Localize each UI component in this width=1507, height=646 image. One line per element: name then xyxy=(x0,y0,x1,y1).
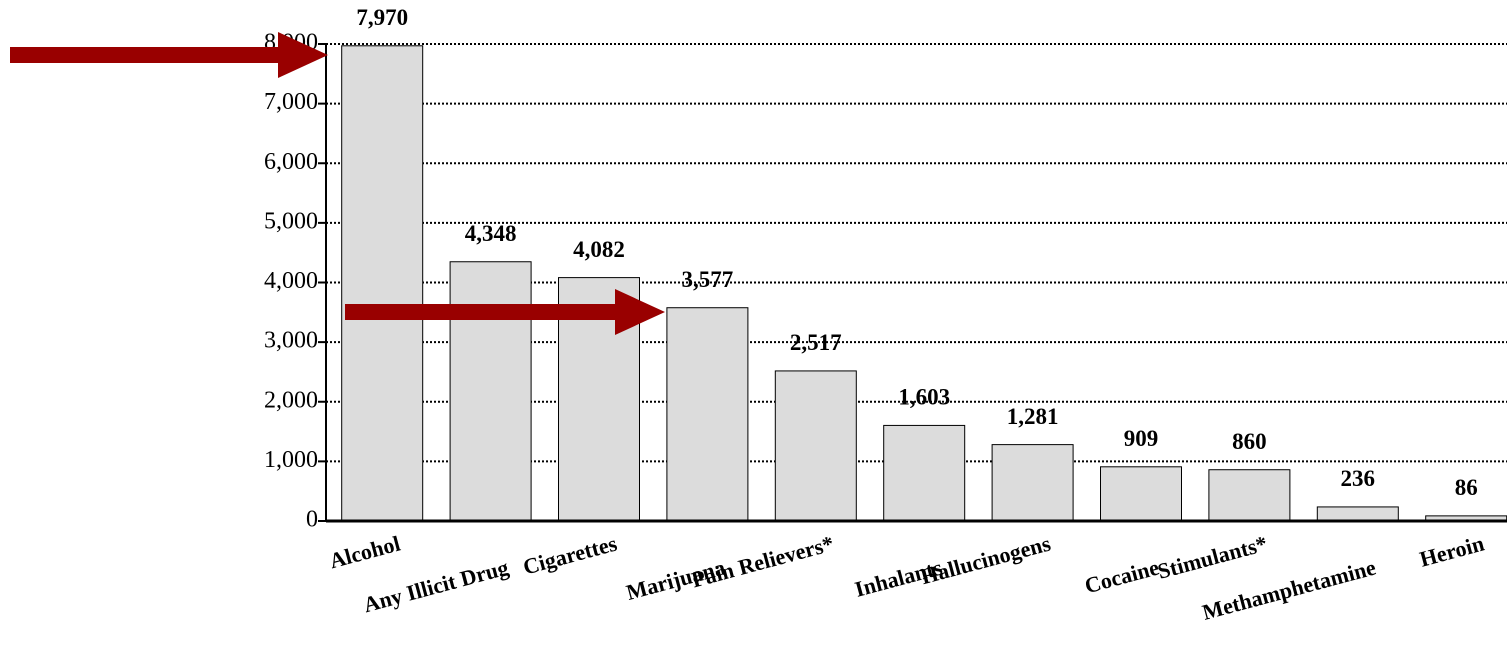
x-tick-label: Heroin xyxy=(1417,531,1487,572)
value-label: 7,970 xyxy=(356,5,408,30)
value-label: 4,348 xyxy=(465,221,517,246)
y-tick-label: 3,000 xyxy=(264,328,318,354)
x-tick-label: Cigarettes xyxy=(520,530,620,579)
value-label: 1,281 xyxy=(1007,404,1059,429)
x-tick-label: Cocaine xyxy=(1082,554,1162,598)
bar xyxy=(1316,506,1399,522)
y-tick-label: 1,000 xyxy=(264,447,318,473)
arrow-shaft xyxy=(10,47,280,63)
y-tick-label: 6,000 xyxy=(264,149,318,175)
bar xyxy=(1208,469,1291,522)
bar xyxy=(774,370,857,522)
arrow xyxy=(10,32,328,78)
value-label: 909 xyxy=(1124,426,1159,451)
bar xyxy=(341,45,424,522)
x-tick-label: Alcohol xyxy=(327,531,403,574)
bar xyxy=(1100,466,1182,522)
y-tick-label: 2,000 xyxy=(264,387,318,413)
x-tick-label: Any Illicit Drug xyxy=(361,555,512,618)
arrow-shaft xyxy=(345,304,617,320)
y-tick-label: 0 xyxy=(306,507,318,533)
x-tick-label: Hallucinogens xyxy=(918,530,1054,589)
y-tick-label: 5,000 xyxy=(264,208,318,234)
value-label: 3,577 xyxy=(682,267,734,292)
value-label: 236 xyxy=(1341,466,1376,491)
x-tick-label: Stimulants* xyxy=(1155,531,1270,584)
value-label: 1,603 xyxy=(898,385,950,410)
arrow-head xyxy=(278,32,328,78)
y-tick-label: 7,000 xyxy=(264,89,318,115)
bar xyxy=(991,444,1074,522)
x-tick-label: Pain Relievers* xyxy=(689,531,837,593)
value-label: 2,517 xyxy=(790,330,842,355)
arrow xyxy=(345,289,665,335)
bar xyxy=(883,424,966,522)
bar xyxy=(666,307,749,522)
bar xyxy=(449,261,532,522)
value-label: 86 xyxy=(1455,475,1478,500)
value-label: 4,082 xyxy=(573,237,625,262)
bars xyxy=(341,45,1507,522)
value-label: 860 xyxy=(1232,429,1267,454)
arrow-head xyxy=(615,289,665,335)
y-tick-label: 4,000 xyxy=(264,268,318,294)
